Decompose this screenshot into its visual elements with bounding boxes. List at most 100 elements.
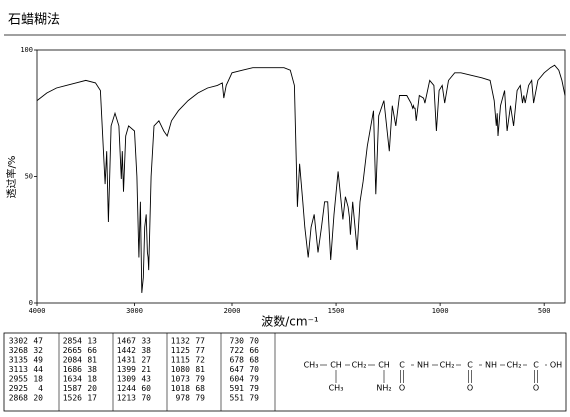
peak-wavenumber: 1080 xyxy=(171,365,190,374)
peak-transmittance: 44 xyxy=(33,365,43,374)
x-tick-label: 1000 xyxy=(432,307,449,315)
peak-transmittance: 21 xyxy=(141,365,151,374)
peak-wavenumber: 3135 xyxy=(9,356,28,365)
peak-wavenumber: 1125 xyxy=(171,346,190,355)
peak-transmittance: 49 xyxy=(33,356,43,365)
structure-group: NH xyxy=(417,361,429,370)
peak-transmittance: 43 xyxy=(141,375,151,384)
peak-wavenumber: 1431 xyxy=(117,356,136,365)
peak-wavenumber: 1115 xyxy=(171,356,190,365)
peak-transmittance: 13 xyxy=(87,337,97,346)
peak-wavenumber: 1309 xyxy=(117,375,136,384)
peak-transmittance: 81 xyxy=(87,356,97,365)
peak-transmittance: 79 xyxy=(249,384,259,393)
chart-title: 石蜡糊法 xyxy=(8,12,60,28)
peak-transmittance: 18 xyxy=(33,375,43,384)
peak-transmittance: 4 xyxy=(38,384,43,393)
peak-wavenumber: 1244 xyxy=(117,384,136,393)
peak-transmittance: 79 xyxy=(249,375,259,384)
x-tick-label: 3000 xyxy=(126,307,143,315)
peak-transmittance: 20 xyxy=(33,394,43,403)
peak-wavenumber: 2665 xyxy=(63,346,82,355)
spectrum-line xyxy=(36,64,566,293)
peak-wavenumber: 647 xyxy=(230,365,245,374)
x-tick-label: 1500 xyxy=(328,307,345,315)
peak-wavenumber: 978 xyxy=(176,394,191,403)
peak-wavenumber: 722 xyxy=(230,346,245,355)
peak-transmittance: 79 xyxy=(195,394,205,403)
peak-wavenumber: 551 xyxy=(230,394,245,403)
peak-wavenumber: 2084 xyxy=(63,356,82,365)
y-axis-label: 透过率/% xyxy=(5,156,18,199)
peak-transmittance: 70 xyxy=(141,394,151,403)
peak-wavenumber: 591 xyxy=(230,384,245,393)
peak-transmittance: 81 xyxy=(195,365,205,374)
y-tick-label: 50 xyxy=(25,173,33,181)
y-tick-label: 100 xyxy=(20,46,33,54)
table-frame xyxy=(3,332,567,412)
peak-wavenumber: 1132 xyxy=(171,337,190,346)
peak-wavenumber: 1018 xyxy=(171,384,190,393)
peak-wavenumber: 2868 xyxy=(9,394,28,403)
peak-wavenumber: 2955 xyxy=(9,375,28,384)
peak-wavenumber: 1467 xyxy=(117,337,136,346)
peak-transmittance: 17 xyxy=(87,394,97,403)
structure-branch: CH₃ xyxy=(329,384,344,393)
structure-group: CH₂ xyxy=(507,361,522,370)
structure-branch: O xyxy=(467,384,473,393)
peak-wavenumber: 1634 xyxy=(63,375,82,384)
peak-wavenumber: 2925 xyxy=(9,384,28,393)
peak-wavenumber: 1526 xyxy=(63,394,82,403)
structure-group: CH₃ xyxy=(304,361,319,370)
structure-group: OH xyxy=(550,361,562,370)
peak-transmittance: 70 xyxy=(249,337,259,346)
structure-group: C xyxy=(467,361,473,370)
peak-wavenumber: 3113 xyxy=(9,365,28,374)
structure-group: CH xyxy=(330,361,342,370)
peak-transmittance: 33 xyxy=(141,337,151,346)
peak-transmittance: 72 xyxy=(195,356,205,365)
peak-transmittance: 20 xyxy=(87,384,97,393)
x-axis-label: 波数/cm⁻¹ xyxy=(261,314,319,329)
structure-group: C xyxy=(399,361,405,370)
peak-wavenumber: 1442 xyxy=(117,346,136,355)
peak-transmittance: 68 xyxy=(195,384,205,393)
peak-transmittance: 70 xyxy=(249,365,259,374)
peak-transmittance: 38 xyxy=(87,365,97,374)
x-tick-label: 4000 xyxy=(29,307,46,315)
peak-wavenumber: 1399 xyxy=(117,365,136,374)
peak-wavenumber: 2854 xyxy=(63,337,82,346)
peak-transmittance: 66 xyxy=(249,346,259,355)
peak-transmittance: 77 xyxy=(195,346,205,355)
peak-wavenumber: 1587 xyxy=(63,384,82,393)
peak-wavenumber: 3268 xyxy=(9,346,28,355)
peak-wavenumber: 1073 xyxy=(171,375,190,384)
peak-transmittance: 79 xyxy=(249,394,259,403)
peak-transmittance: 60 xyxy=(141,384,151,393)
x-tick-label: 500 xyxy=(538,307,551,315)
peak-wavenumber: 1213 xyxy=(117,394,136,403)
peak-transmittance: 66 xyxy=(87,346,97,355)
peak-transmittance: 79 xyxy=(195,375,205,384)
y-tick-label: 0 xyxy=(29,299,33,307)
peak-wavenumber: 730 xyxy=(230,337,245,346)
peak-wavenumber: 1686 xyxy=(63,365,82,374)
structure-branch: O xyxy=(533,384,539,393)
peak-transmittance: 18 xyxy=(87,375,97,384)
structure-group: CH₂ xyxy=(352,361,367,370)
structure-group: C xyxy=(533,361,539,370)
structure-branch: O xyxy=(399,384,405,393)
structure-branch: NH₂ xyxy=(376,384,391,393)
x-tick-label: 2000 xyxy=(224,307,241,315)
structure-group: CH xyxy=(378,361,390,370)
peak-transmittance: 47 xyxy=(33,337,43,346)
peak-wavenumber: 3302 xyxy=(9,337,28,346)
peak-transmittance: 38 xyxy=(141,346,151,355)
peak-wavenumber: 604 xyxy=(230,375,245,384)
peak-wavenumber: 678 xyxy=(230,356,245,365)
structure-group: CH₂ xyxy=(440,361,455,370)
structure-group: NH xyxy=(485,361,497,370)
peak-transmittance: 32 xyxy=(33,346,43,355)
peak-transmittance: 27 xyxy=(141,356,151,365)
